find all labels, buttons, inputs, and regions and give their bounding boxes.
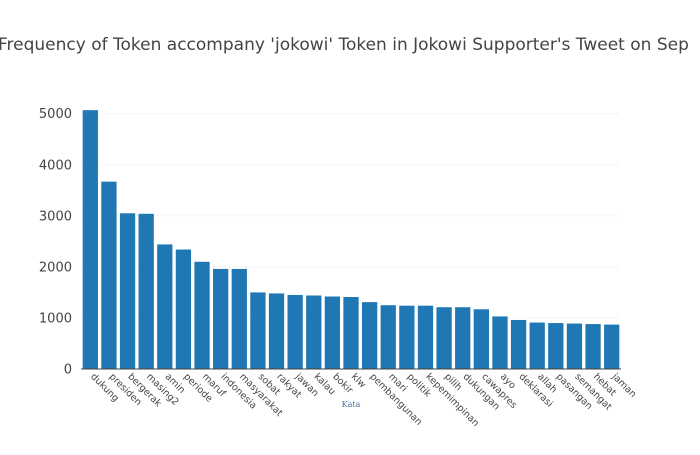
y-tick-label: 1000 [39,311,72,326]
bar [268,293,285,369]
y-tick-label: 4000 [39,158,72,173]
bar [138,213,154,369]
bar [473,309,489,369]
bar [604,324,620,369]
y-tick-label: 5000 [39,107,72,122]
bar [585,324,601,369]
bar [82,110,98,370]
bar [213,268,229,369]
bar [380,305,396,369]
chart-title: Frequency of Token accompany 'jokowi' To… [0,35,689,55]
bar [119,213,136,369]
bar [529,322,545,369]
y-tick-label: 3000 [39,209,72,224]
y-tick-label: 2000 [39,260,72,275]
y-tick-label: 0 [64,363,72,378]
bar [175,249,192,369]
bar [361,302,378,369]
bar [436,307,452,369]
x-axis-label: Kata [342,400,361,409]
bar [287,294,303,369]
bar [101,181,117,369]
bar [250,292,266,369]
bar [455,307,471,369]
bar [492,316,508,369]
bar [231,268,247,369]
y-axis: 0 1000 2000 3000 4000 5000 [39,107,72,377]
bars-layer [81,110,621,370]
bar [399,305,415,369]
bar [324,296,341,369]
bar [157,244,173,369]
bar [566,323,583,369]
bar [510,319,527,369]
bar [417,305,434,369]
bar [548,323,564,369]
bar [306,295,322,369]
bar [194,261,210,369]
bar [343,297,359,369]
x-axis: dukungpresidenbergerakmasing2aminperiode… [88,371,638,429]
